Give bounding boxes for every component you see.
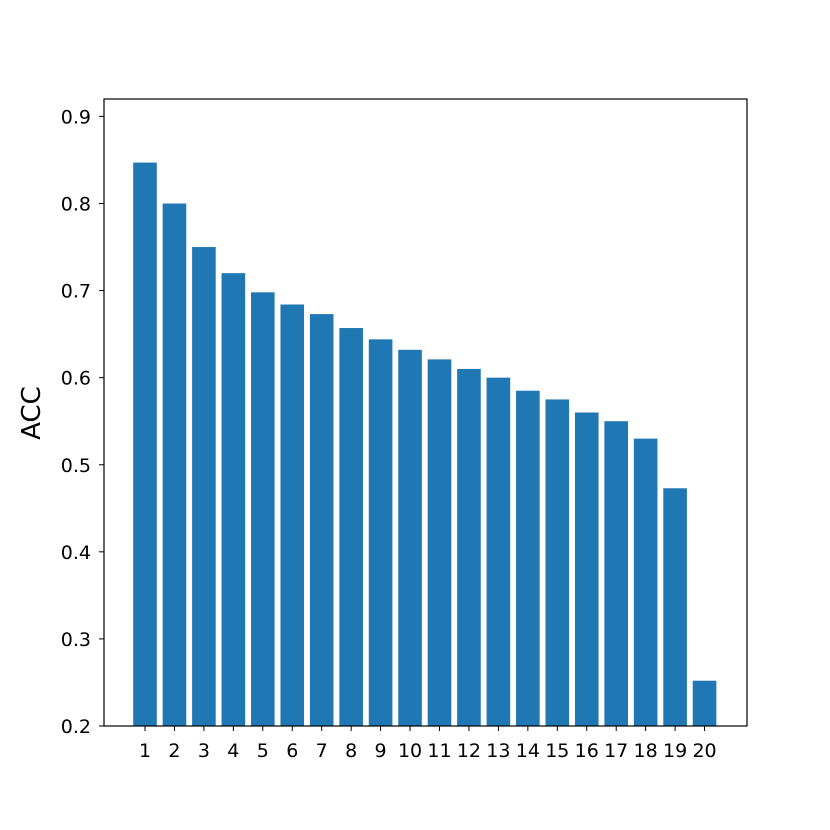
x-tick-label: 2 — [168, 740, 180, 762]
x-tick-label: 20 — [692, 740, 716, 762]
y-tick-label: 0.7 — [61, 281, 91, 303]
bar-18 — [633, 438, 658, 726]
y-tick-label: 0.3 — [61, 629, 91, 651]
x-tick-label: 18 — [634, 740, 658, 762]
bar-4 — [221, 273, 246, 726]
y-tick-label: 0.6 — [61, 368, 91, 390]
bar-15 — [545, 399, 570, 726]
y-tick-label: 0.8 — [61, 194, 91, 216]
bar-14 — [516, 390, 540, 726]
bar-2 — [162, 203, 187, 726]
bar-1 — [133, 162, 157, 727]
x-tick-label: 4 — [227, 740, 239, 762]
y-ticks-group: 0.2 0.3 0.4 0.5 0.6 0.7 0.8 0.9 — [61, 106, 104, 738]
x-tick-label: 17 — [604, 740, 628, 762]
x-tick-label: 8 — [345, 740, 357, 762]
x-tick-label: 7 — [316, 740, 328, 762]
x-tick-label: 16 — [575, 740, 599, 762]
y-axis-label: ACC — [17, 386, 47, 440]
bar-10 — [398, 349, 422, 726]
x-ticks-group: 1 2 3 4 5 6 7 8 9 10 11 12 13 14 15 16 17 18 19 20 — [139, 726, 717, 762]
x-tick-label: 11 — [427, 740, 451, 762]
bar-20 — [692, 680, 717, 726]
x-tick-label: 9 — [375, 740, 387, 762]
y-tick-label: 0.9 — [61, 106, 91, 128]
bar-9 — [368, 339, 393, 726]
bars-group — [133, 162, 717, 727]
plot-frame — [103, 98, 748, 727]
bar-7 — [309, 314, 334, 726]
x-tick-label: 15 — [545, 740, 569, 762]
y-tick-label: 0.5 — [61, 455, 91, 477]
bar-5 — [251, 292, 275, 726]
bar-17 — [604, 421, 628, 726]
bar-3 — [192, 247, 216, 726]
x-tick-label: 14 — [516, 740, 540, 762]
bar-6 — [280, 304, 305, 726]
bar-13 — [486, 377, 511, 726]
bar-12 — [457, 368, 481, 726]
x-tick-label: 19 — [663, 740, 687, 762]
x-tick-label: 10 — [398, 740, 422, 762]
bar-16 — [574, 412, 599, 726]
x-tick-label: 3 — [198, 740, 210, 762]
bar-11 — [427, 359, 452, 726]
x-tick-label: 1 — [139, 740, 151, 762]
bar-8 — [339, 328, 363, 726]
y-tick-label: 0.2 — [61, 716, 91, 738]
x-tick-label: 12 — [457, 740, 481, 762]
x-tick-label: 6 — [286, 740, 298, 762]
bar-19 — [663, 488, 687, 726]
y-tick-label: 0.4 — [61, 542, 91, 564]
x-tick-label: 13 — [486, 740, 510, 762]
x-tick-label: 5 — [257, 740, 269, 762]
